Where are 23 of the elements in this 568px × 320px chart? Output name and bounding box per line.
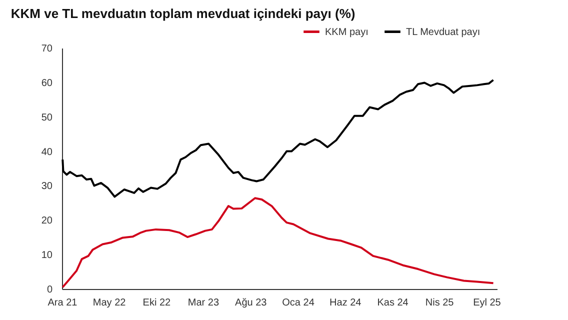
x-tick-label: Eyl 25 (473, 298, 502, 308)
y-tick-label: 30 (41, 181, 53, 192)
x-tick-label: Mar 23 (188, 298, 220, 308)
x-tick-label: Ara 21 (48, 298, 78, 308)
x-tick-label: Nis 25 (425, 298, 454, 308)
y-tick-label: 10 (41, 250, 53, 262)
y-tick-label: 20 (41, 216, 53, 227)
y-tick-label: 70 (41, 44, 53, 54)
x-tick-label: Ağu 23 (235, 298, 268, 308)
y-tick-label: 60 (41, 78, 53, 89)
y-tick-label: 50 (41, 112, 53, 124)
line-series (62, 197, 494, 288)
y-tick-label: 0 (46, 284, 53, 296)
legend-label: KKM payı (325, 26, 368, 38)
chart-title: KKM ve TL mevduatın toplam mevduat içindeki payı (%) (10, 6, 356, 21)
x-tick-label: Kas 24 (377, 298, 409, 308)
y-tick-label: 40 (41, 146, 53, 158)
x-tick-label: Eki 22 (142, 298, 172, 308)
line-series (62, 79, 494, 198)
x-tick-label: May 22 (92, 298, 126, 308)
x-tick-label: Oca 24 (282, 298, 315, 308)
x-tick-label: Haz 24 (330, 298, 362, 308)
legend-label: TL Mevduat payı (406, 26, 480, 38)
